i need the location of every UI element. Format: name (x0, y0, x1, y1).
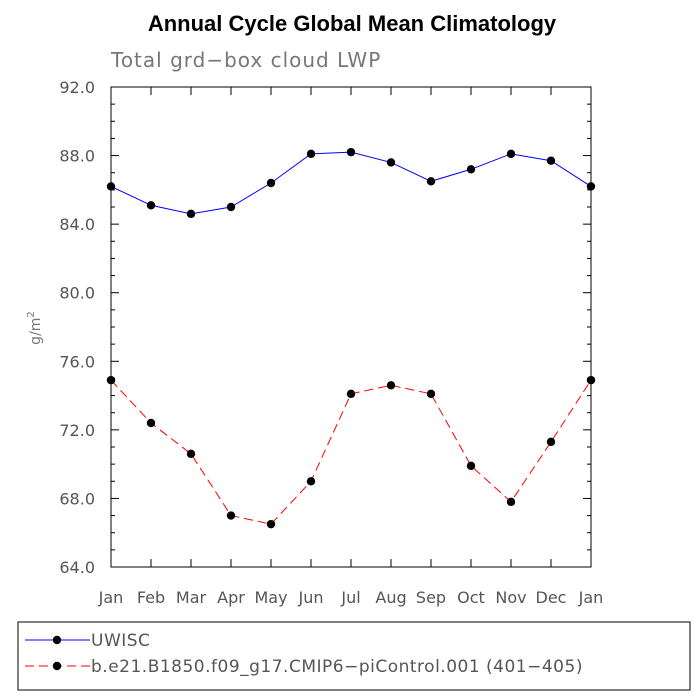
y-tick-label: 88.0 (59, 147, 95, 166)
series-2-point (386, 381, 396, 390)
series-2-point (306, 477, 316, 486)
x-tick-label: Jan (98, 588, 124, 607)
x-tick-label: Jul (340, 588, 360, 607)
x-tick-label: Feb (137, 588, 165, 607)
series-2-point (266, 519, 276, 529)
y-axis-label: g/m2 (26, 311, 44, 345)
series-1-point (386, 158, 396, 167)
y-tick-label: 76.0 (59, 352, 95, 371)
series-1-point (346, 147, 356, 157)
legend-box (17, 621, 691, 691)
x-tick-label: Sep (416, 588, 446, 607)
series-1-point (226, 202, 236, 212)
series-1-point (106, 182, 116, 191)
axis-ticks (110, 86, 592, 568)
series-2-point (466, 461, 476, 471)
series-1-point (466, 165, 476, 174)
y-tick-label: 68.0 (59, 489, 95, 508)
series-1-point (306, 149, 316, 159)
legend-label-1: UWISC (91, 631, 150, 651)
x-tick-label: Jan (578, 588, 604, 607)
legend: UWISC b.e21.B1850.f09_g17.CMIP6−piControl… (17, 621, 691, 691)
legend-label-2: b.e21.B1850.f09_g17.CMIP6−piControl.001 … (91, 657, 583, 677)
y-axis-tick-labels: 64.0 68.0 72.0 76.0 80.0 84.0 88.0 92.0 (59, 78, 95, 577)
x-tick-label: May (254, 588, 287, 607)
series-lines (110, 151, 592, 525)
series-1-point (186, 209, 196, 219)
y-tick-label: 72.0 (59, 421, 95, 440)
x-tick-label: Nov (495, 588, 526, 607)
x-tick-label: Oct (457, 588, 485, 607)
x-tick-label: Jun (298, 588, 324, 607)
series-2-point (506, 497, 516, 507)
series-2-point (226, 511, 236, 520)
y-tick-label: 92.0 (59, 78, 95, 97)
series-2-point (146, 418, 156, 428)
chart-subtitle: Total grd−box cloud LWP (110, 48, 381, 72)
series-points (106, 147, 596, 529)
series-1-point (586, 182, 596, 191)
series-1-point (266, 178, 276, 188)
series-2-point (586, 375, 596, 385)
series-2-point (346, 389, 356, 399)
series-line-1 (110, 151, 592, 215)
series-2-point (546, 437, 556, 447)
x-axis-tick-labels: Jan Feb Mar Apr May Jun Jul Aug Sep Oct Nov Dec Jan (98, 588, 604, 607)
chart-title: Annual Cycle Global Mean Climatology (148, 11, 557, 36)
y-tick-label: 80.0 (59, 284, 95, 303)
series-1-point (506, 149, 516, 159)
y-axis-label-sup: 2 (26, 311, 37, 317)
y-axis-label-main: g/m (28, 318, 44, 345)
x-tick-label: Aug (375, 588, 406, 607)
series-2-point (186, 449, 196, 459)
x-tick-label: Mar (176, 588, 207, 607)
series-1-point (546, 156, 556, 165)
y-tick-label: 64.0 (59, 558, 95, 577)
legend-marker-1 (52, 635, 62, 645)
plot-frame (110, 86, 592, 568)
series-2-point (106, 375, 116, 385)
x-tick-label: Apr (217, 588, 245, 607)
legend-marker-2 (52, 661, 62, 671)
series-1-point (146, 201, 156, 210)
y-tick-label: 84.0 (59, 215, 95, 234)
series-line-2 (110, 379, 592, 525)
series-1-point (426, 177, 436, 186)
series-2-point (426, 389, 436, 399)
x-tick-label: Dec (536, 588, 567, 607)
plot-area (110, 86, 592, 568)
